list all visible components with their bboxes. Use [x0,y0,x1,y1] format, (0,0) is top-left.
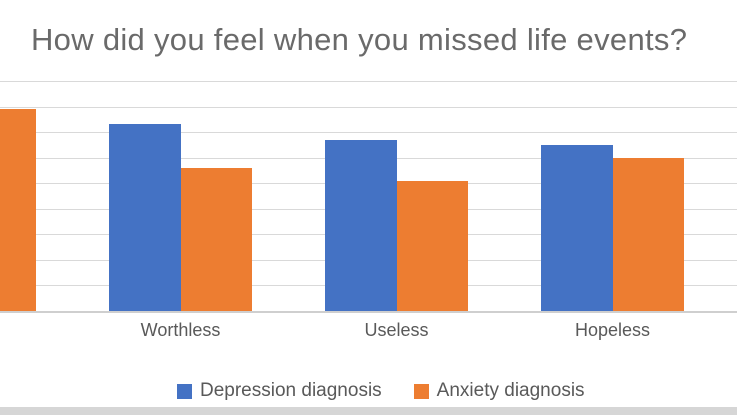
bar-depression-hopeless [541,144,613,311]
bar-anxiety-clipped [0,109,36,311]
gridline [0,132,737,134]
legend-label-anxiety: Anxiety diagnosis [436,380,585,401]
gridline [0,106,737,108]
chart-legend: Depression diagnosis Anxiety diagnosis [177,380,585,402]
x-axis-line [0,311,737,313]
legend-item-anxiety: Anxiety diagnosis [413,380,585,402]
bar-anxiety-hopeless [612,157,684,311]
legend-label-depression: Depression diagnosis [200,380,382,401]
chart-title: How did you feel when you missed life ev… [31,22,688,57]
legend-item-depression: Depression diagnosis [177,380,382,402]
gridline [0,81,737,82]
bar-anxiety-useless [396,180,468,311]
category-label-useless: Useless [364,320,429,340]
legend-swatch-anxiety-icon [413,383,429,399]
bar-depression-worthless [109,124,181,311]
category-label-hopeless: Hopeless [574,320,651,340]
bar-anxiety-worthless [180,167,252,311]
legend-swatch-depression-icon [177,383,192,399]
bottom-edge-band [0,407,737,415]
category-label-worthless: Worthless [140,320,221,340]
bar-depression-useless [325,139,397,311]
